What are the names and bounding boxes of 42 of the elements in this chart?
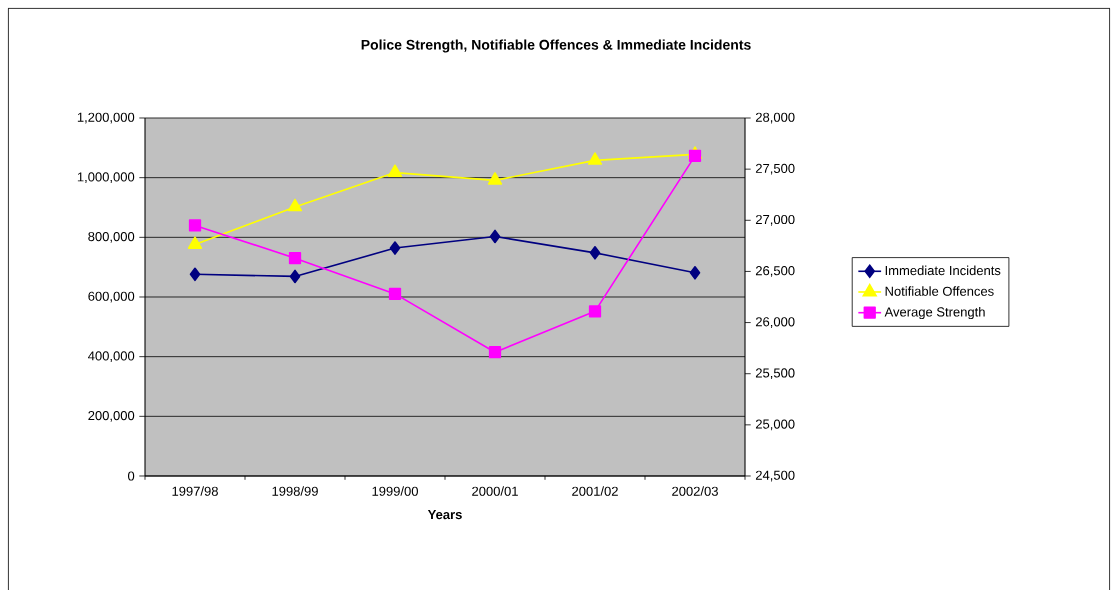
y2-tick-label: 27,500 [755, 163, 795, 175]
y2-tick-label: 25,500 [755, 368, 795, 380]
y-tick-label: 1,000,000 [77, 172, 135, 184]
point [488, 346, 502, 359]
y2-tick-label: 26,000 [755, 317, 795, 328]
y2-tick-label: 26,500 [755, 266, 795, 277]
point [487, 172, 503, 185]
point [589, 246, 601, 260]
y2-tick-label: 28,000 [755, 112, 795, 124]
x-tick-label: 2000/01 [472, 486, 518, 496]
point [289, 269, 301, 284]
point [288, 252, 302, 265]
point [189, 267, 201, 282]
x-tick-label: 1999/00 [372, 486, 418, 496]
x-tick-label: 1998/99 [272, 486, 318, 496]
point [489, 229, 501, 244]
point [587, 152, 603, 165]
x-tick-label: 2002/03 [672, 486, 718, 496]
y-tick-label: 1,200,000 [77, 112, 135, 124]
point [387, 164, 403, 178]
y-tick-label: 400,000 [88, 351, 135, 363]
point [389, 241, 401, 255]
x-axis-title: Years [427, 510, 462, 520]
point [287, 198, 303, 212]
legend-label: Average Strength [884, 306, 985, 320]
y-tick-label: 800,000 [88, 231, 135, 243]
y2-tick-label: 27,000 [755, 214, 795, 226]
y-tick-label: 200,000 [88, 410, 135, 422]
y2-tick-label: 25,000 [755, 419, 795, 431]
point [188, 219, 202, 232]
chart-title: Police Strength, Notifiable Offences & Immediate Incidents [361, 39, 751, 53]
x-tick-label: 2001/02 [572, 486, 618, 496]
point [187, 236, 203, 249]
point [689, 266, 701, 280]
x-tick-label: 1997/98 [172, 486, 218, 496]
legend-label: Immediate Incidents [885, 265, 1001, 276]
legend-label: Notifiable Offences [885, 286, 994, 296]
point [388, 287, 402, 301]
y-tick-label: 600,000 [88, 291, 135, 303]
point [588, 305, 602, 318]
y-tick-label: 0 [127, 471, 135, 481]
y2-tick-label: 24,500 [755, 470, 795, 482]
